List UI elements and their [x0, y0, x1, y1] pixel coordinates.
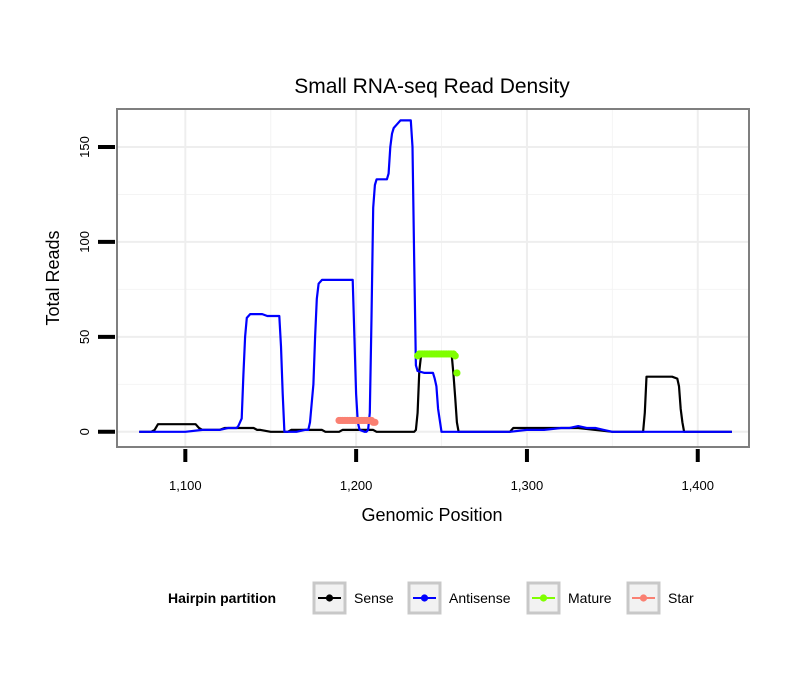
y-axis-title: Total Reads	[43, 230, 63, 325]
legend-dot-antisense	[420, 594, 429, 602]
legend-label-antisense: Antisense	[449, 590, 511, 606]
data-point-star	[371, 418, 379, 426]
data-point-mature	[453, 369, 461, 377]
series-line-sense	[139, 352, 732, 433]
x-tick-label: 1,300	[511, 478, 544, 493]
chart-title: Small RNA-seq Read Density	[294, 75, 570, 98]
series-layer	[139, 119, 732, 433]
legend-label-star: Star	[668, 590, 694, 606]
y-tick-label: 150	[77, 136, 92, 158]
legend-title: Hairpin partition	[168, 590, 276, 606]
data-point-mature	[451, 352, 459, 360]
series-mature	[414, 350, 461, 377]
series-line-antisense	[139, 119, 732, 433]
axes: 1,100 1,200 1,300 1,400 0 50 100 150	[77, 136, 714, 493]
y-tick-label: 100	[77, 231, 92, 253]
legend-dot-star	[639, 594, 648, 602]
legend-dot-mature	[539, 594, 548, 602]
x-tick-label: 1,400	[681, 478, 714, 493]
series-antisense	[139, 119, 732, 433]
y-tick-label: 50	[77, 330, 92, 344]
plot-panel	[116, 108, 750, 448]
legend: Hairpin partition Sense Antisense Mature St…	[168, 581, 694, 615]
x-tick-label: 1,100	[169, 478, 202, 493]
y-tick-label: 0	[77, 428, 92, 435]
series-star	[335, 416, 379, 426]
legend-label-sense: Sense	[354, 590, 394, 606]
series-sense	[139, 352, 732, 433]
legend-dot-sense	[325, 594, 334, 602]
x-tick-label: 1,200	[340, 478, 373, 493]
legend-label-mature: Mature	[568, 590, 612, 606]
grid	[117, 109, 749, 447]
x-axis-title: Genomic Position	[361, 505, 502, 525]
